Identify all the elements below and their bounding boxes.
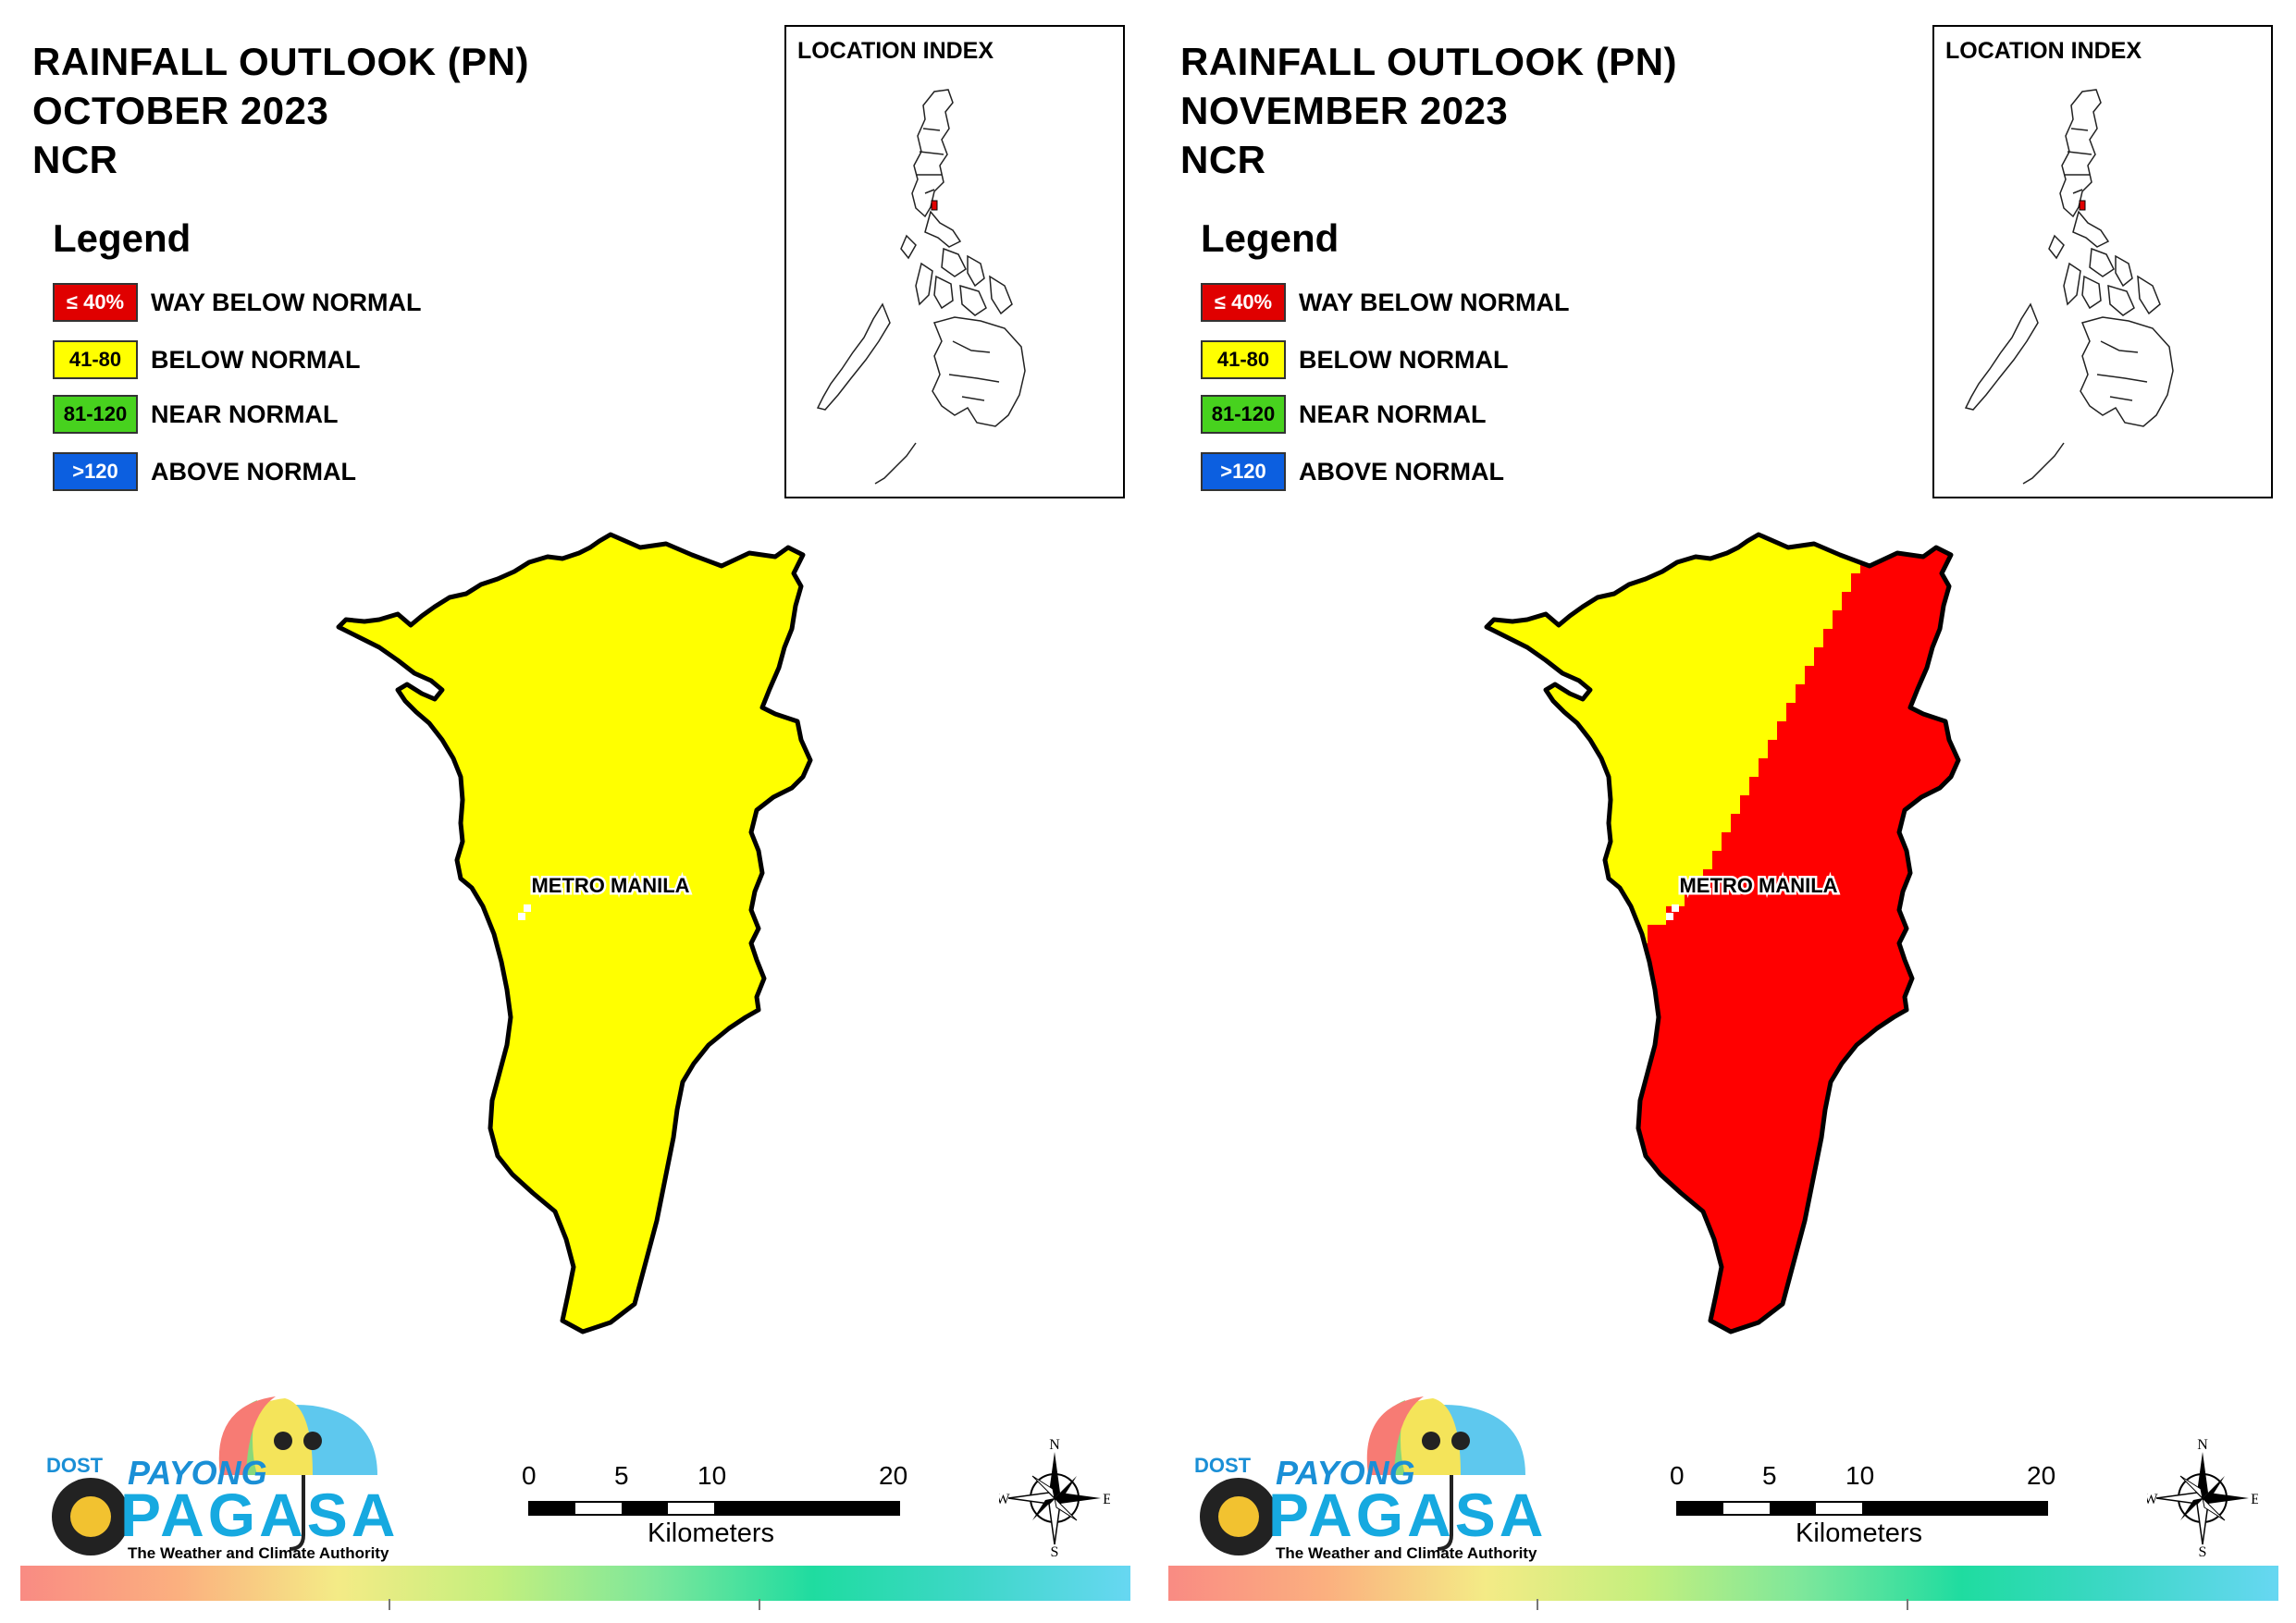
ncr-map: METRO MANILA (336, 532, 813, 1334)
location-index-title: LOCATION INDEX (797, 38, 994, 64)
tagline-text: The Weather and Climate Authority (128, 1544, 389, 1562)
compass-w: W (999, 1492, 1010, 1507)
location-index-title: LOCATION INDEX (1945, 38, 2142, 64)
title-line-3: NCR (32, 138, 118, 181)
scale-bar-graphic (1676, 1501, 2048, 1516)
ncr-region-shape (336, 532, 813, 1334)
legend-label: NEAR NORMAL (1299, 400, 1487, 428)
gradient-footer-bar (1168, 1566, 2278, 1601)
gradient-tick (1537, 1599, 1538, 1610)
legend-item-way-below-normal: ≤ 40% WAY BELOW NORMAL (1201, 282, 1570, 323)
legend-item-way-below-normal: ≤ 40% WAY BELOW NORMAL (53, 282, 422, 323)
compass-icon: N S E W (995, 1437, 1111, 1560)
gradient-tick (389, 1599, 390, 1610)
gradient-tick (1907, 1599, 1908, 1610)
payong-pagasa-logo: DOST PAYONG PAGASA The Weather and Clima… (35, 1387, 405, 1572)
compass-n: N (2197, 1438, 2208, 1453)
legend-swatch: 81-120 (53, 395, 138, 434)
map-panel-october: RAINFALL OUTLOOK (PN) OCTOBER 2023 NCR L… (20, 25, 1130, 1610)
legend-swatch: >120 (1201, 452, 1286, 491)
legend-swatch: >120 (53, 452, 138, 491)
legend-item-below-normal: 41-80 BELOW NORMAL (1201, 339, 1508, 380)
compass-rose: N S E W (2143, 1437, 2259, 1563)
scale-tick-label: 20 (2027, 1461, 2056, 1490)
legend-item-near-normal: 81-120 NEAR NORMAL (1201, 394, 1487, 435)
legend-swatch: 41-80 (1201, 340, 1286, 379)
scale-tick-label: 10 (1845, 1461, 1875, 1490)
map-title: RAINFALL OUTLOOK (PN) OCTOBER 2023 NCR (32, 37, 529, 184)
compass-w: W (2147, 1492, 2158, 1507)
compass-s: S (1051, 1544, 1059, 1558)
legend-label: BELOW NORMAL (151, 345, 361, 374)
compass-n: N (1049, 1438, 1060, 1453)
philippines-map-icon (816, 89, 1026, 485)
gradient-footer-bar (20, 1566, 1130, 1601)
legend-swatch: ≤ 40% (53, 283, 138, 322)
legend-label: WAY BELOW NORMAL (151, 288, 422, 316)
payong-text: PAYONG (1276, 1454, 1415, 1492)
scale-tick-label: 5 (614, 1461, 629, 1490)
scale-tick-label: 5 (1762, 1461, 1777, 1490)
title-line-1: RAINFALL OUTLOOK (PN) (32, 40, 530, 83)
legend-label: NEAR NORMAL (151, 400, 339, 428)
compass-rose: N S E W (995, 1437, 1111, 1563)
map-panel-november: RAINFALL OUTLOOK (PN) NOVEMBER 2023 NCR … (1148, 0, 2296, 1623)
compass-e: E (1103, 1492, 1110, 1507)
dost-text: DOST (1194, 1454, 1252, 1477)
umbrella-logo-icon (1200, 1396, 1525, 1555)
legend-swatch: 81-120 (1201, 395, 1286, 434)
scale-tick-label: 20 (879, 1461, 908, 1490)
ncr-map: METRO MANILA (1484, 532, 1961, 1334)
legend-label: ABOVE NORMAL (1299, 457, 1504, 486)
philippines-map-icon (1964, 89, 2174, 485)
scale-units: Kilometers (648, 1518, 774, 1548)
scale-tick-label: 0 (522, 1461, 537, 1490)
pagasa-text: PAGASA (120, 1481, 400, 1549)
legend-title: Legend (1201, 216, 1339, 260)
payong-text: PAYONG (128, 1454, 267, 1492)
scale-bar: 0 5 10 20 Kilometers (1666, 1461, 2073, 1563)
legend-item-near-normal: 81-120 NEAR NORMAL (53, 394, 339, 435)
legend-label: WAY BELOW NORMAL (1299, 288, 1570, 316)
tagline-text: The Weather and Climate Authority (1276, 1544, 1537, 1562)
scale-bar: 0 5 10 20 Kilometers (518, 1461, 925, 1563)
scale-tick-label: 0 (1670, 1461, 1685, 1490)
compass-icon: N S E W (2143, 1437, 2259, 1560)
dost-text: DOST (46, 1454, 104, 1477)
compass-e: E (2251, 1492, 2258, 1507)
scale-bar-graphic (528, 1501, 900, 1516)
legend-item-above-normal: >120 ABOVE NORMAL (53, 451, 356, 492)
gradient-tick (759, 1599, 760, 1610)
scale-tick-label: 10 (697, 1461, 727, 1490)
umbrella-logo-icon (52, 1396, 377, 1555)
ncr-region-shape (1484, 532, 1961, 1334)
pagasa-text: PAGASA (1268, 1481, 1548, 1549)
payong-pagasa-logo: DOST PAYONG PAGASA The Weather and Clima… (1183, 1387, 1553, 1572)
region-label: METRO MANILA (531, 874, 689, 897)
title-line-2: OCTOBER 2023 (32, 89, 329, 132)
compass-s: S (2199, 1544, 2207, 1558)
location-index-inset: LOCATION INDEX (784, 25, 1125, 498)
title-line-1: RAINFALL OUTLOOK (PN) (1180, 40, 1678, 83)
legend-title: Legend (53, 216, 191, 260)
title-line-2: NOVEMBER 2023 (1180, 89, 1509, 132)
scale-units: Kilometers (1796, 1518, 1922, 1548)
legend-swatch: ≤ 40% (1201, 283, 1286, 322)
legend-label: BELOW NORMAL (1299, 345, 1509, 374)
location-index-inset: LOCATION INDEX (1932, 25, 2273, 498)
legend-item-above-normal: >120 ABOVE NORMAL (1201, 451, 1504, 492)
legend-label: ABOVE NORMAL (151, 457, 356, 486)
region-label: METRO MANILA (1679, 874, 1837, 897)
title-line-3: NCR (1180, 138, 1266, 181)
legend-swatch: 41-80 (53, 340, 138, 379)
legend-item-below-normal: 41-80 BELOW NORMAL (53, 339, 360, 380)
map-title: RAINFALL OUTLOOK (PN) NOVEMBER 2023 NCR (1180, 37, 1677, 184)
